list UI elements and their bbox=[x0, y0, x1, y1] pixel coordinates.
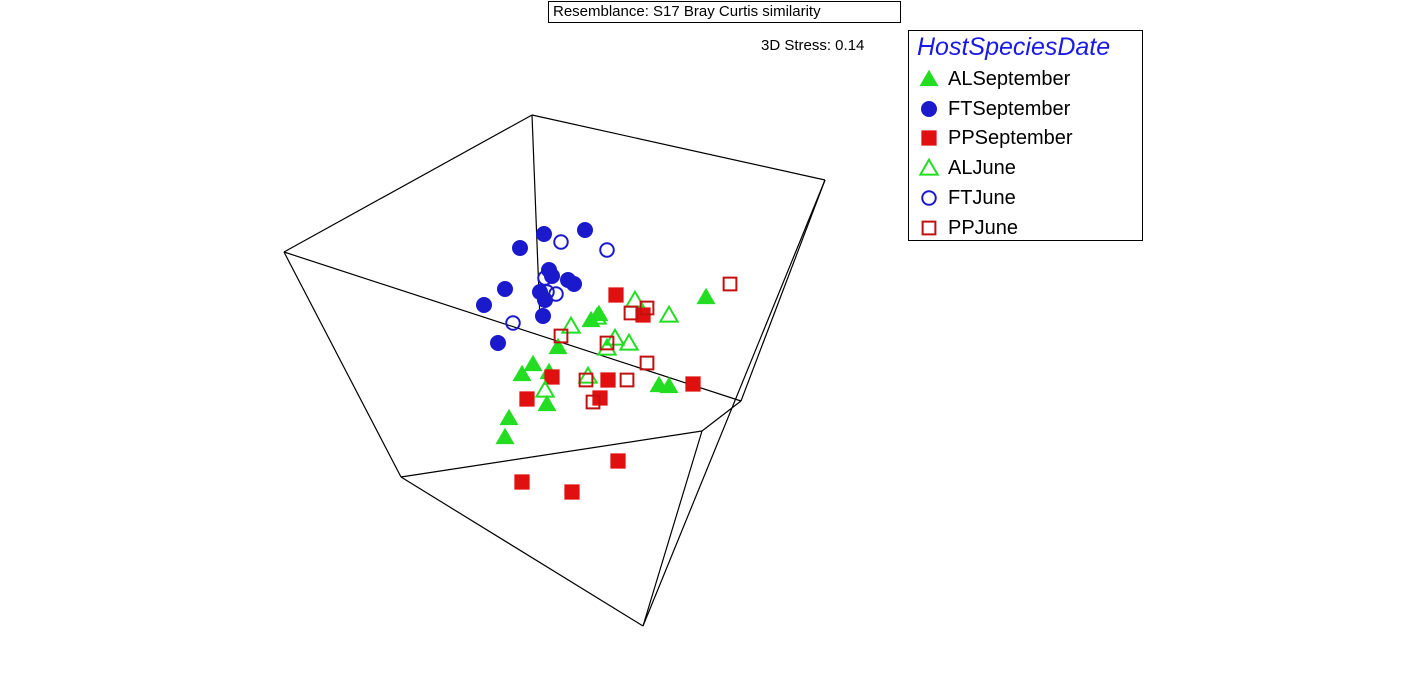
point-ALJune-7 bbox=[577, 365, 599, 384]
box-edge-6 bbox=[400, 430, 703, 478]
point-PPSeptember-0 bbox=[608, 287, 624, 303]
point-PPJune-4 bbox=[599, 335, 615, 351]
point-PPSeptember-5 bbox=[519, 391, 535, 407]
point-PPSeptember-3 bbox=[600, 372, 616, 388]
point-PPSeptember-2 bbox=[544, 369, 560, 385]
3d-bounding-box bbox=[283, 114, 826, 627]
legend-symbol-square-icon bbox=[921, 220, 937, 235]
point-PPSeptember-4 bbox=[685, 376, 701, 392]
point-FTSeptember-1 bbox=[577, 222, 593, 238]
box-edge-10 bbox=[642, 179, 826, 627]
point-ALJune-8 bbox=[534, 379, 556, 398]
point-PPJune-0 bbox=[722, 276, 738, 292]
point-ALJune-6 bbox=[596, 337, 618, 356]
resemblance-label: Resemblance: S17 Bray Curtis similarity bbox=[548, 1, 901, 23]
point-ALSeptember-7 bbox=[495, 427, 515, 445]
point-ALSeptember-0 bbox=[696, 287, 716, 305]
legend-label: FTSeptember bbox=[948, 97, 1071, 120]
legend-label: ALSeptember bbox=[948, 68, 1071, 90]
data-points bbox=[476, 222, 738, 500]
point-ALJune-2 bbox=[560, 315, 582, 334]
point-ALJune-1 bbox=[658, 304, 680, 323]
point-PPJune-7 bbox=[619, 372, 635, 388]
point-ALJune-3 bbox=[586, 306, 608, 325]
point-FTSeptember-2 bbox=[512, 240, 528, 256]
box-edge-2 bbox=[283, 251, 742, 402]
legend-item-FTJune: FTJune bbox=[915, 184, 1135, 212]
point-PPJune-5 bbox=[639, 355, 655, 371]
legend-symbol-triangle-icon bbox=[919, 69, 939, 87]
legend-label: FTJune bbox=[948, 186, 1016, 209]
legend-label: PPSeptember bbox=[948, 127, 1073, 150]
point-FTSeptember-12 bbox=[490, 335, 506, 351]
legend-item-PPSeptember: PPSeptember bbox=[915, 124, 1135, 152]
point-ALSeptember-1 bbox=[523, 354, 543, 372]
point-PPJune-6 bbox=[578, 372, 594, 388]
point-ALSeptember-9 bbox=[659, 376, 679, 394]
point-PPJune-2 bbox=[623, 305, 639, 321]
point-FTSeptember-11 bbox=[535, 308, 551, 324]
point-PPJune-3 bbox=[553, 328, 569, 344]
legend: HostSpeciesDate ALSeptember FTSeptember PP… bbox=[908, 30, 1143, 241]
box-edge-9 bbox=[642, 430, 703, 627]
legend-symbol-triangle-icon bbox=[918, 157, 940, 176]
point-PPSeptember-7 bbox=[610, 453, 626, 469]
point-FTJune-5 bbox=[505, 315, 521, 331]
box-edge-7 bbox=[701, 400, 742, 432]
legend-item-ALJune: ALJune bbox=[915, 154, 1135, 182]
point-FTSeptember-10 bbox=[476, 297, 492, 313]
point-ALSeptember-6 bbox=[499, 408, 519, 426]
legend-symbol-circle-icon bbox=[921, 100, 937, 117]
point-PPSeptember-8 bbox=[514, 474, 530, 490]
legend-label: ALJune bbox=[948, 157, 1016, 180]
point-PPJune-1 bbox=[639, 300, 655, 316]
legend-item-ALSeptember: ALSeptember bbox=[915, 65, 1135, 93]
point-ALSeptember-5 bbox=[537, 394, 557, 412]
point-ALJune-5 bbox=[618, 332, 640, 351]
point-PPSeptember-9 bbox=[564, 484, 580, 500]
point-ALSeptember-3 bbox=[512, 364, 532, 382]
stress-label: 3D Stress: 0.14 bbox=[761, 37, 865, 54]
box-edge-3 bbox=[740, 179, 826, 402]
point-PPJune-8 bbox=[585, 394, 601, 410]
point-FTJune-0 bbox=[553, 234, 569, 250]
legend-title: HostSpeciesDate bbox=[917, 33, 1111, 61]
box-edge-1 bbox=[531, 114, 826, 181]
box-edge-0 bbox=[283, 114, 533, 253]
legend-label: PPJune bbox=[948, 216, 1019, 239]
point-FTSeptember-7 bbox=[566, 276, 582, 292]
legend-symbol-square-icon bbox=[921, 130, 937, 147]
legend-symbol-circle-icon bbox=[921, 190, 937, 206]
point-FTSeptember-0 bbox=[536, 226, 552, 242]
point-ALSeptember-4 bbox=[548, 337, 568, 355]
legend-item-PPJune: PPJune bbox=[915, 214, 1135, 242]
point-FTSeptember-3 bbox=[497, 281, 513, 297]
point-FTJune-1 bbox=[599, 242, 615, 258]
legend-item-FTSeptember: FTSeptember bbox=[915, 95, 1135, 123]
point-FTJune-3 bbox=[539, 284, 555, 300]
box-edge-5 bbox=[283, 251, 402, 478]
point-FTJune-4 bbox=[548, 286, 564, 302]
box-edge-8 bbox=[400, 476, 644, 627]
